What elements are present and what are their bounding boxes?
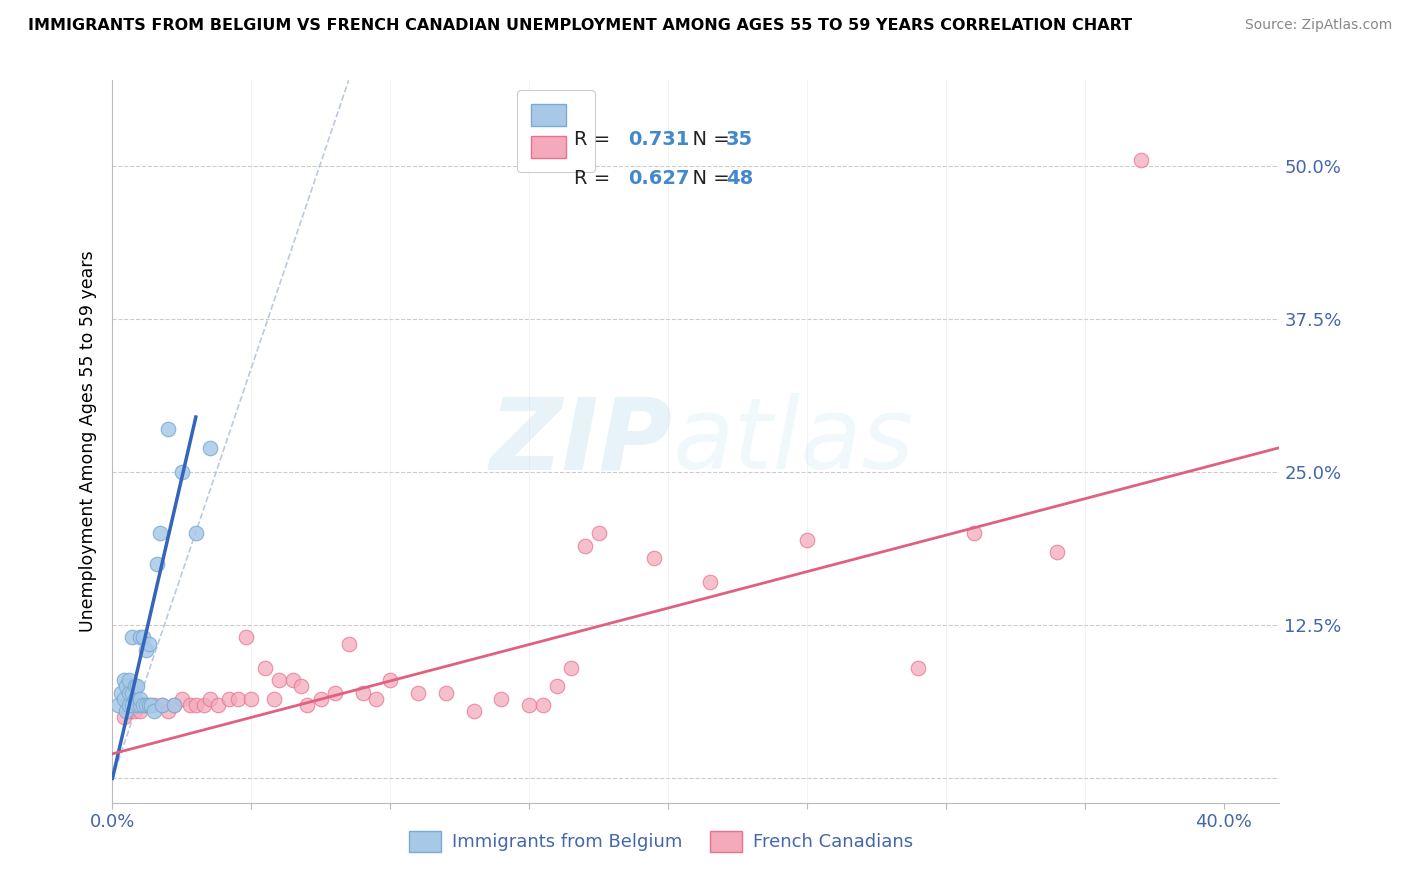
Point <box>309 691 332 706</box>
Point <box>907 661 929 675</box>
Point <box>796 533 818 547</box>
Point <box>491 691 513 706</box>
Point <box>254 661 277 675</box>
Point <box>434 685 457 699</box>
Point <box>963 526 986 541</box>
Point <box>162 698 184 712</box>
Point <box>531 698 554 712</box>
Point <box>152 698 174 712</box>
Text: 0.627: 0.627 <box>627 169 689 187</box>
Point <box>517 698 540 712</box>
Point <box>281 673 304 688</box>
Point <box>127 698 149 712</box>
Point <box>135 698 157 712</box>
Point <box>198 691 221 706</box>
Point <box>643 550 665 565</box>
Point <box>170 691 193 706</box>
Y-axis label: Unemployment Among Ages 55 to 59 years: Unemployment Among Ages 55 to 59 years <box>79 251 97 632</box>
Point <box>138 698 160 712</box>
Point <box>546 680 568 694</box>
Point <box>295 698 318 712</box>
Point <box>110 685 132 699</box>
Point <box>235 631 257 645</box>
Point <box>323 685 346 699</box>
Point <box>118 698 141 712</box>
Point <box>226 691 249 706</box>
Text: atlas: atlas <box>672 393 914 490</box>
Point <box>112 710 135 724</box>
Text: R =: R = <box>574 169 617 187</box>
Text: N =: N = <box>679 130 735 149</box>
Point <box>129 698 152 712</box>
Point <box>352 685 374 699</box>
Point <box>129 691 152 706</box>
Point <box>121 685 143 699</box>
Text: ZIP: ZIP <box>489 393 672 490</box>
Text: 0.731: 0.731 <box>627 130 689 149</box>
Point <box>207 698 229 712</box>
Point <box>240 691 263 706</box>
Text: Source: ZipAtlas.com: Source: ZipAtlas.com <box>1244 18 1392 32</box>
Point <box>138 637 160 651</box>
Point <box>184 526 207 541</box>
Point <box>170 465 193 479</box>
Point <box>143 704 166 718</box>
Point <box>118 704 141 718</box>
Point <box>263 691 285 706</box>
Point <box>157 422 180 436</box>
Point <box>135 642 157 657</box>
Text: 35: 35 <box>725 130 754 149</box>
Text: IMMIGRANTS FROM BELGIUM VS FRENCH CANADIAN UNEMPLOYMENT AMONG AGES 55 TO 59 YEAR: IMMIGRANTS FROM BELGIUM VS FRENCH CANADI… <box>28 18 1132 33</box>
Text: N =: N = <box>679 169 735 187</box>
Point <box>1046 545 1069 559</box>
Point <box>269 673 291 688</box>
Point <box>560 661 582 675</box>
Point <box>193 698 215 712</box>
Point <box>588 526 610 541</box>
Text: R =: R = <box>574 130 617 149</box>
Legend: Immigrants from Belgium, French Canadians: Immigrants from Belgium, French Canadian… <box>402 823 921 859</box>
Point <box>115 704 138 718</box>
Point <box>135 698 157 712</box>
Point <box>127 680 149 694</box>
Point <box>141 698 163 712</box>
Point <box>290 680 312 694</box>
Point <box>184 698 207 712</box>
Point <box>406 685 429 699</box>
Point <box>149 526 172 541</box>
Point <box>463 704 485 718</box>
Point <box>112 691 135 706</box>
Point <box>198 441 221 455</box>
Point <box>143 698 166 712</box>
Point <box>121 631 143 645</box>
Point <box>699 575 721 590</box>
Point <box>129 631 152 645</box>
Point <box>146 557 169 571</box>
Point <box>121 698 143 712</box>
Point <box>179 698 201 712</box>
Point <box>152 698 174 712</box>
Point <box>115 680 138 694</box>
Point <box>118 673 141 688</box>
Point <box>1129 153 1152 167</box>
Point <box>218 691 240 706</box>
Point <box>574 539 596 553</box>
Point <box>132 698 155 712</box>
Point <box>124 680 146 694</box>
Point <box>124 691 146 706</box>
Point <box>107 698 129 712</box>
Text: 48: 48 <box>725 169 754 187</box>
Point <box>366 691 388 706</box>
Point <box>337 637 360 651</box>
Point <box>157 704 180 718</box>
Point <box>124 704 146 718</box>
Point <box>132 631 155 645</box>
Point <box>118 685 141 699</box>
Point <box>129 704 152 718</box>
Point <box>162 698 184 712</box>
Point <box>112 673 135 688</box>
Point <box>380 673 402 688</box>
